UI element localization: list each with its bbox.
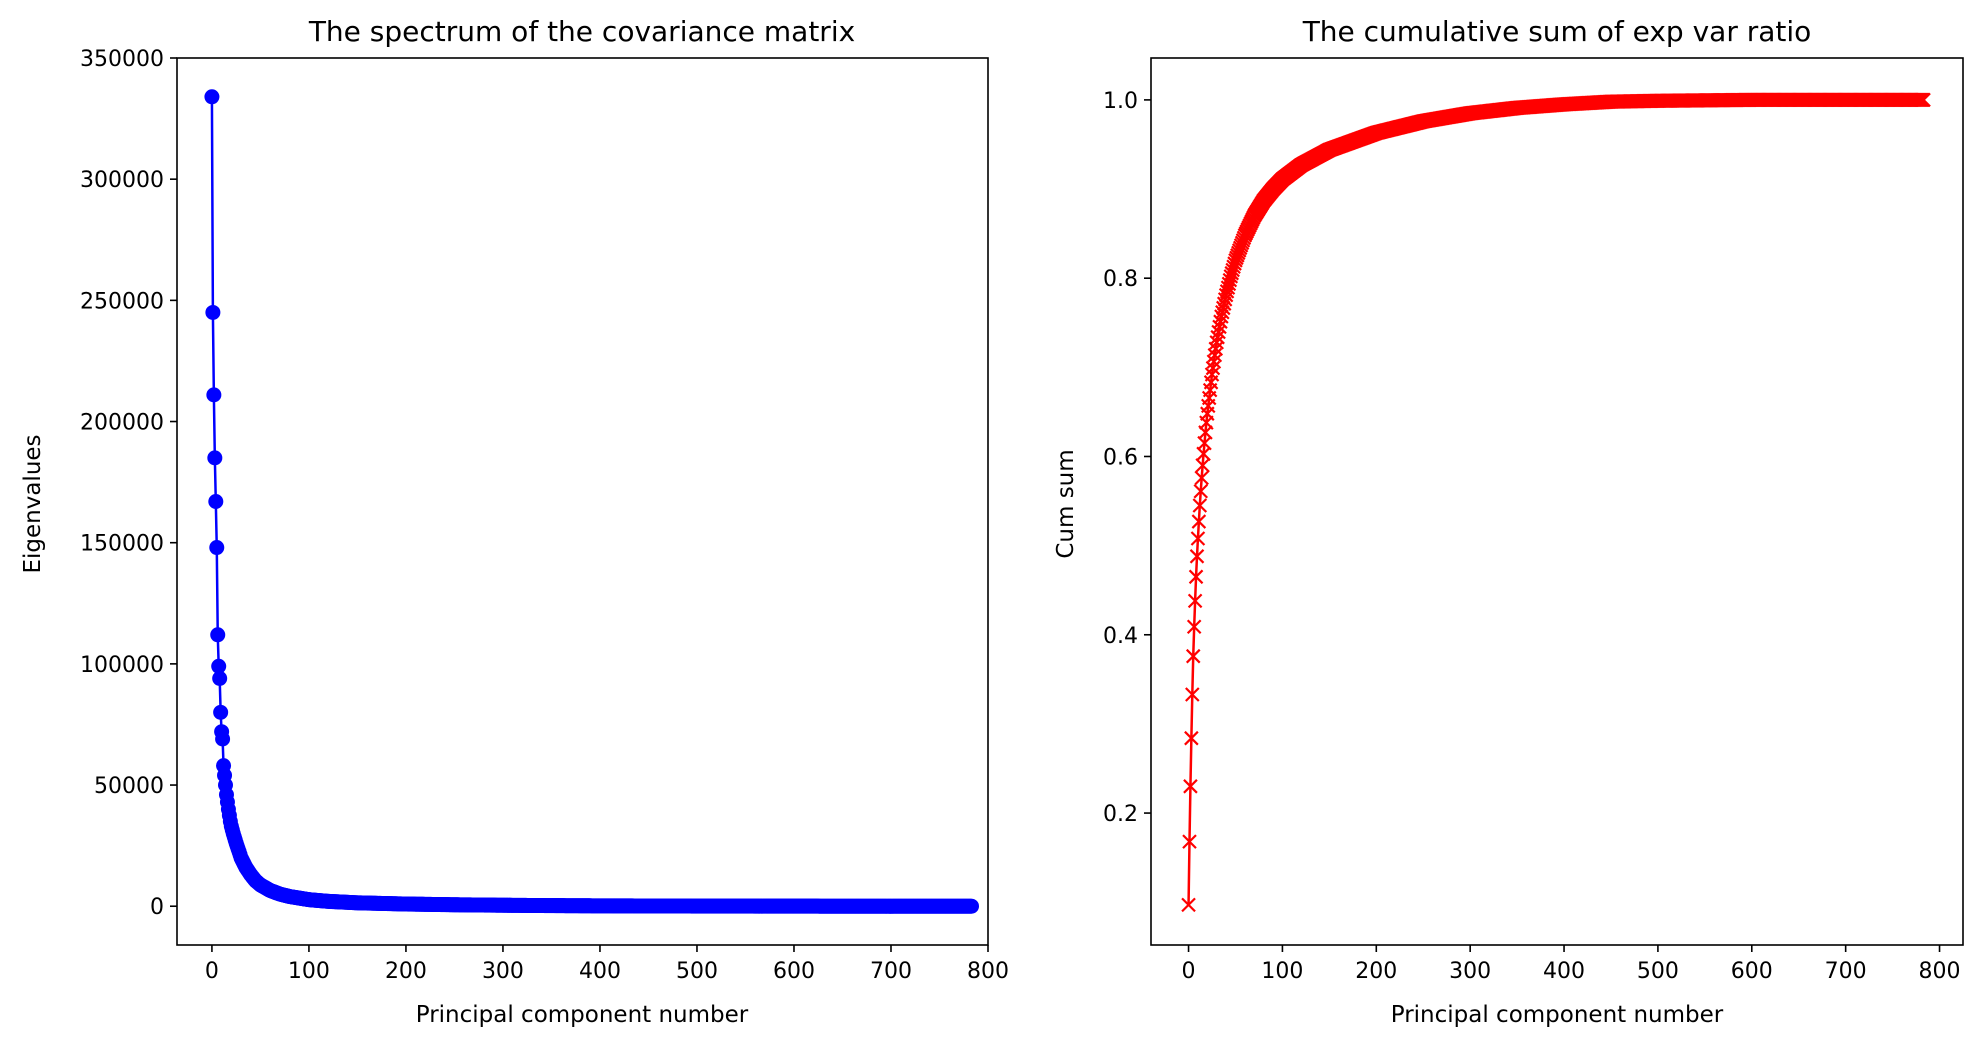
- y-tick-label: 100000: [80, 653, 164, 678]
- x-tick-label: 500: [1637, 959, 1679, 984]
- x-tick-label: 300: [482, 959, 524, 984]
- data-point: [1182, 834, 1197, 849]
- data-point: [204, 89, 220, 105]
- data-point: [1191, 514, 1207, 529]
- data-point: [1232, 240, 1248, 256]
- data-point: [1216, 296, 1232, 311]
- y-tick-label: 0.8: [1103, 267, 1138, 292]
- data-point: [1215, 304, 1230, 320]
- data-point: [210, 627, 226, 643]
- y-tick-label: 0.2: [1103, 802, 1138, 827]
- data-point: [206, 387, 222, 403]
- y-tick-label: 300000: [80, 168, 164, 193]
- chart-title: The cumulative sum of exp var ratio: [1302, 15, 1812, 48]
- data-point: [964, 898, 980, 914]
- plot-area: [1181, 92, 1931, 913]
- y-tick-label: 250000: [80, 289, 164, 314]
- axes-frame: [1150, 57, 1964, 946]
- data-point: [1194, 470, 1209, 486]
- data-point: [215, 731, 231, 747]
- data-point: [1184, 730, 1199, 746]
- data-point: [1231, 245, 1246, 261]
- x-axis-label: Principal component number: [416, 1002, 749, 1028]
- data-point: [1233, 238, 1249, 253]
- plot-area: [204, 89, 980, 914]
- x-tick-label: 400: [1543, 959, 1585, 984]
- data-point: [1190, 531, 1206, 546]
- chart-title: The spectrum of the covariance matrix: [308, 15, 855, 48]
- data-point: [209, 540, 225, 556]
- y-tick-label: 0: [150, 895, 164, 920]
- data-point: [212, 670, 228, 686]
- y-tick-label: 150000: [80, 532, 164, 557]
- y-tick-label: 0.6: [1103, 445, 1138, 470]
- axes-frame: [176, 57, 989, 946]
- data-point: [1181, 897, 1196, 913]
- x-tick-label: 200: [385, 959, 427, 984]
- data-point: [1183, 779, 1198, 794]
- data-point: [1189, 549, 1205, 564]
- y-tick-label: 0.4: [1103, 624, 1138, 649]
- x-tick-label: 700: [870, 959, 912, 984]
- x-tick-label: 300: [1449, 959, 1491, 984]
- x-tick-label: 0: [205, 959, 219, 984]
- y-axis-label: Eigenvalues: [20, 434, 46, 573]
- data-point: [213, 704, 229, 720]
- data-point: [1192, 498, 1208, 513]
- eigenvalue-spectrum-chart: The spectrum of the covariance matrix Pr…: [20, 15, 1009, 1028]
- x-tick-label: 500: [676, 959, 718, 984]
- x-tick-label: 0: [1182, 959, 1196, 984]
- y-axis-label: Cum sum: [1053, 449, 1079, 558]
- data-point: [1216, 300, 1231, 316]
- x-tick-label: 100: [288, 959, 330, 984]
- x-tick-label: 800: [1919, 959, 1961, 984]
- data-point: [1228, 253, 1243, 268]
- x-tick-label: 100: [1261, 959, 1303, 984]
- x-tick-label: 200: [1355, 959, 1397, 984]
- x-tick-label: 400: [579, 959, 621, 984]
- data-point: [1185, 687, 1200, 702]
- data-point: [1185, 648, 1201, 664]
- data-point: [205, 304, 221, 320]
- y-tick-label: 50000: [94, 774, 164, 799]
- x-axis-label: Principal component number: [1391, 1002, 1724, 1028]
- data-point: [207, 450, 223, 466]
- data-point: [1188, 569, 1204, 585]
- x-tick-label: 600: [773, 959, 815, 984]
- y-tick-label: 200000: [80, 411, 164, 436]
- data-point: [1214, 309, 1229, 324]
- data-point: [1231, 243, 1247, 258]
- x-tick-label: 800: [967, 959, 1009, 984]
- data-point: [1186, 619, 1202, 635]
- x-tick-label: 600: [1731, 959, 1773, 984]
- data-point: [1187, 593, 1203, 609]
- data-point: [1193, 483, 1209, 499]
- data-point: [1234, 235, 1250, 251]
- data-point: [208, 494, 224, 509]
- data-point: [1195, 458, 1210, 473]
- data-point: [211, 658, 227, 674]
- x-tick-label: 700: [1825, 959, 1867, 984]
- y-tick-label: 350000: [80, 47, 164, 72]
- cumulative-variance-chart: The cumulative sum of exp var ratio Prin…: [1053, 15, 1964, 1028]
- y-tick-label: 1.0: [1103, 89, 1138, 114]
- data-point: [1916, 92, 1931, 108]
